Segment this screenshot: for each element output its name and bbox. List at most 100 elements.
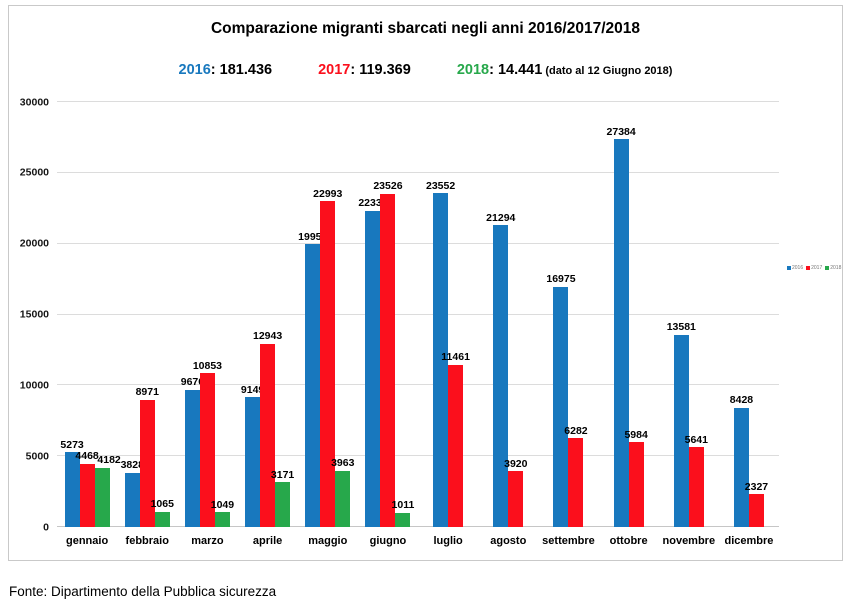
y-axis-label-15000: 15000: [19, 308, 49, 321]
bar-2017-gennaio: 4468: [75, 451, 99, 527]
bar-2018-giugno: 1011: [392, 500, 414, 527]
bar-2016-dicembre: 8428: [730, 395, 753, 527]
bar-value-label: 27384: [606, 125, 636, 138]
y-axis-label-20000: 20000: [19, 237, 49, 250]
bar-value-label: 23552: [426, 179, 456, 192]
bar-value-label: 3963: [331, 457, 355, 470]
legend-label-2018: 2018: [830, 265, 842, 271]
plot-area: 0 5000 10000 15000 20000 25000 30000 5273 4468 41…: [20, 97, 779, 547]
bar-value-label: 16975: [546, 273, 576, 286]
bar-value-label: 3171: [270, 468, 295, 481]
gridline-30000: [57, 101, 779, 102]
bar-2017-maggio: 22993: [313, 189, 342, 527]
bar-2017-agosto: 3920: [504, 459, 527, 527]
legend-swatch-2016: [787, 266, 791, 270]
gridline-5000: [57, 455, 779, 457]
gridline-15000: [57, 313, 779, 315]
bar-2016-febbraio: 3828: [121, 460, 144, 527]
bar-value-label: 22993: [313, 187, 343, 200]
x-axis-label-settembre: settembre: [542, 535, 595, 547]
bar-2018-gennaio: 4182: [94, 455, 121, 527]
chart-panel: Comparazione migranti sbarcati negli ann…: [8, 5, 843, 561]
x-axis-label-aprile: aprile: [252, 535, 283, 547]
legend-swatch-2018: [825, 266, 830, 270]
legend-item-2016: 2016: [787, 265, 803, 271]
x-axis-label-agosto: agosto: [490, 535, 527, 547]
bar-2016-ottobre: 27384: [607, 127, 636, 527]
bar-2017-aprile: 12943: [253, 331, 282, 527]
y-axis-label-0: 0: [43, 520, 49, 533]
bar-2016-settembre: 16975: [546, 274, 576, 527]
bars-region: 5273 4468 4182 gennaio 3828 8971 1065 febbraio 9…: [57, 102, 779, 547]
bar-value-label: 2327: [744, 480, 769, 493]
bar-2016-marzo: 9676: [181, 377, 204, 527]
bar-2017-marzo: 10853: [193, 361, 222, 527]
month-group-febbraio: 3828 8971 1065 febbraio: [117, 102, 177, 547]
bar-value-label: 1065: [150, 498, 174, 511]
gridline-0: [57, 526, 779, 527]
y-axis-label-5000: 5000: [25, 449, 49, 462]
month-group-agosto: 21294 3920 agosto: [478, 102, 538, 547]
y-axis-label-25000: 25000: [19, 166, 49, 179]
bar-2017-luglio: 11461: [441, 352, 470, 527]
month-group-gennaio: 5273 4468 4182 gennaio: [57, 102, 121, 547]
month-group-novembre: 13581 5641 novembre: [659, 102, 719, 547]
y-axis-label-10000: 10000: [19, 379, 49, 392]
total-2016: 2016: 181.436: [179, 62, 273, 78]
total-year-2017: 2017: [318, 62, 351, 78]
bar-value-label: 1049: [210, 498, 235, 511]
x-axis-label-ottobre: ottobre: [609, 535, 648, 547]
totals-row: 2016: 181.436 2017: 119.369 2018: 14.441 (d…: [9, 62, 842, 78]
bar-2016-giugno: 22339: [358, 198, 388, 527]
bar-2016-luglio: 23552: [426, 181, 455, 527]
legend-item-2018: 2018: [825, 265, 841, 271]
bar-2016-novembre: 13581: [667, 322, 696, 527]
bar-value-label: 22339: [358, 197, 388, 210]
month-group-dicembre: 8428 2327 dicembre: [719, 102, 779, 547]
bar-2018-marzo: 1049: [211, 500, 234, 527]
legend-label-2017: 2017: [811, 265, 823, 271]
bar-2017-settembre: 6282: [564, 426, 588, 527]
x-axis-label-luglio: luglio: [433, 535, 463, 547]
x-axis-label-febbraio: febbraio: [125, 535, 169, 547]
gridline-20000: [57, 242, 779, 244]
bar-value-label: 21294: [486, 211, 516, 224]
bar-value-label: 4182: [97, 454, 121, 467]
bar-value-label: 4468: [75, 450, 99, 463]
total-note: (dato al 12 Giugno 2018): [545, 65, 673, 77]
total-value-2018: : 14.441: [489, 62, 543, 78]
legend-label-2016: 2016: [792, 265, 804, 271]
bar-value-label: 19957: [298, 230, 328, 243]
total-value-2017: : 119.369: [350, 62, 411, 78]
gridline-25000: [57, 171, 779, 173]
legend: 2016 2017 2018: [787, 265, 841, 271]
x-axis-label-novembre: novembre: [662, 535, 716, 547]
chart-title: Comparazione migranti sbarcati negli ann…: [210, 20, 640, 37]
legend-swatch-2017: [806, 266, 811, 270]
bar-2017-ottobre: 5984: [624, 430, 648, 527]
x-axis-label-marzo: marzo: [191, 535, 224, 547]
bar-2017-giugno: 23526: [373, 181, 403, 527]
bar-value-label: 9676: [180, 376, 205, 389]
bar-value-label: 5273: [60, 438, 84, 451]
month-group-maggio: 19957 22993 3963 maggio: [298, 102, 358, 547]
y-axis-label-30000: 30000: [19, 95, 49, 108]
bar-value-label: 12943: [252, 330, 283, 343]
month-group-luglio: 23552 11461 luglio: [418, 102, 478, 547]
bar-2016-agosto: 21294: [486, 213, 515, 527]
bar-2018-febbraio: 1065: [151, 499, 174, 527]
x-axis-label-gennaio: gennaio: [65, 535, 109, 547]
bar-2018-maggio: 3963: [331, 458, 354, 527]
month-group-aprile: 9149 12943 3171 aprile: [238, 102, 298, 547]
bar-2016-maggio: 19957: [298, 232, 327, 527]
bar-value-label: 5641: [684, 433, 708, 446]
bar-value-label: 8428: [729, 394, 754, 407]
x-axis-label-dicembre: dicembre: [724, 535, 774, 547]
bar-value-label: 11461: [441, 351, 470, 364]
bar-2017-novembre: 5641: [685, 435, 708, 527]
bar-value-label: 3920: [504, 457, 528, 470]
total-2018: 2018: 14.441 (dato al 12 Giugno 2018): [457, 62, 673, 78]
bar-value-label: 9149: [240, 383, 265, 396]
bar-2017-febbraio: 8971: [136, 387, 159, 527]
bar-2016-gennaio: 5273: [60, 440, 84, 527]
